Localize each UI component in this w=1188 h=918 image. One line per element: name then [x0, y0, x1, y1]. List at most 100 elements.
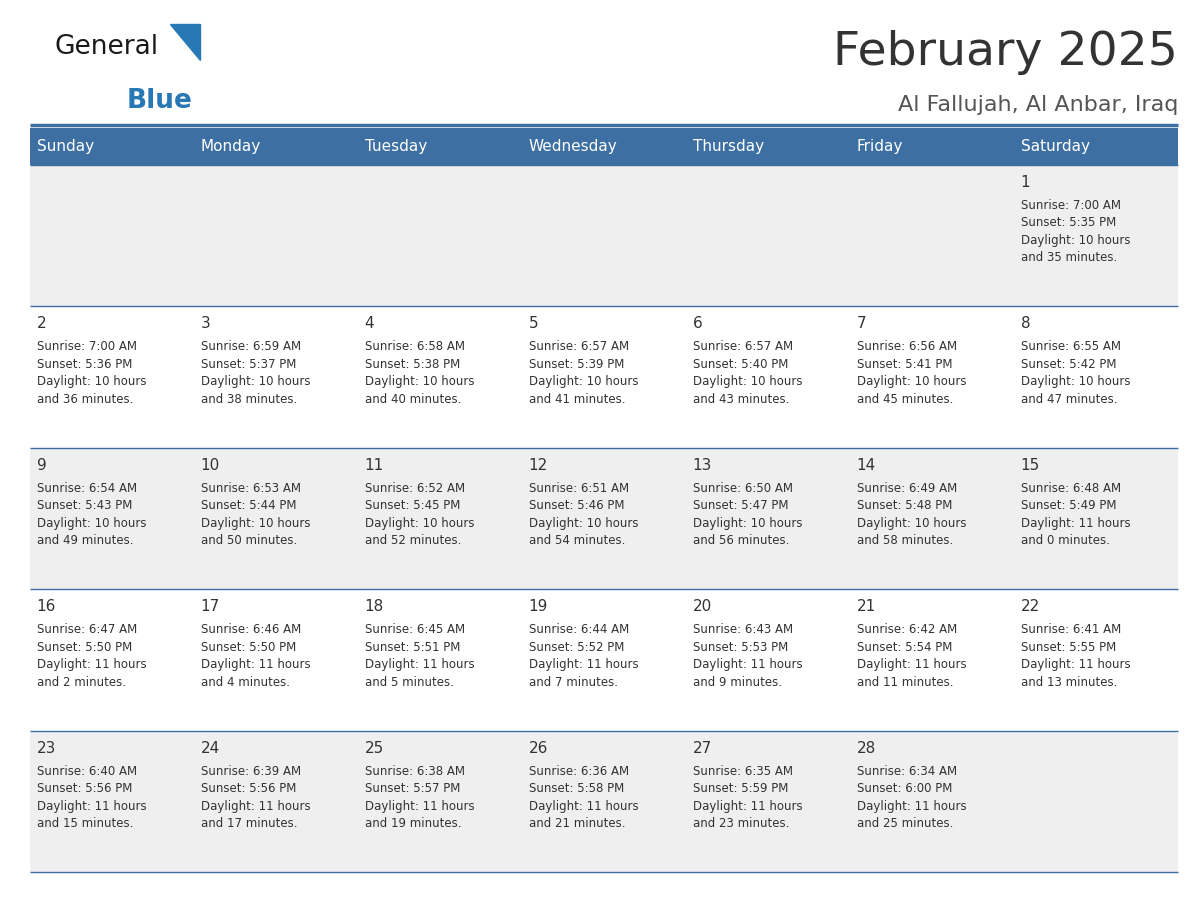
Bar	[1015, 129, 1178, 165]
Text: Daylight: 10 hours: Daylight: 10 hours	[857, 517, 966, 530]
Text: Sunset: 5:44 PM: Sunset: 5:44 PM	[201, 499, 296, 512]
Text: 21: 21	[857, 599, 876, 614]
Bar	[685, 165, 849, 307]
Text: Sunrise: 6:35 AM: Sunrise: 6:35 AM	[693, 765, 792, 778]
Text: Sunrise: 6:46 AM: Sunrise: 6:46 AM	[201, 623, 301, 636]
Bar	[194, 129, 358, 165]
Bar	[30, 731, 194, 872]
Text: 26: 26	[529, 741, 548, 756]
Bar	[358, 448, 522, 589]
Text: Sunset: 5:35 PM: Sunset: 5:35 PM	[1020, 217, 1116, 230]
Text: and 52 minutes.: and 52 minutes.	[365, 534, 461, 547]
Bar	[522, 589, 685, 731]
Text: Sunset: 5:50 PM: Sunset: 5:50 PM	[201, 641, 296, 654]
Text: Daylight: 11 hours: Daylight: 11 hours	[693, 658, 802, 671]
Text: Sunset: 5:45 PM: Sunset: 5:45 PM	[365, 499, 460, 512]
Text: Daylight: 10 hours: Daylight: 10 hours	[693, 517, 802, 530]
Text: Sunrise: 6:57 AM: Sunrise: 6:57 AM	[693, 341, 792, 353]
Text: Blue: Blue	[127, 88, 192, 114]
Text: and 17 minutes.: and 17 minutes.	[201, 817, 297, 830]
Text: Sunset: 5:37 PM: Sunset: 5:37 PM	[201, 358, 296, 371]
Text: Daylight: 10 hours: Daylight: 10 hours	[201, 375, 310, 388]
Text: and 19 minutes.: and 19 minutes.	[365, 817, 461, 830]
Text: Sunset: 5:43 PM: Sunset: 5:43 PM	[37, 499, 132, 512]
Bar	[30, 448, 194, 589]
Bar	[358, 307, 522, 448]
Text: 9: 9	[37, 458, 46, 473]
Text: Daylight: 10 hours: Daylight: 10 hours	[529, 517, 638, 530]
Bar	[685, 307, 849, 448]
Text: Daylight: 11 hours: Daylight: 11 hours	[529, 800, 638, 812]
Text: and 56 minutes.: and 56 minutes.	[693, 534, 789, 547]
Bar	[849, 165, 1015, 307]
Text: Sunrise: 6:55 AM: Sunrise: 6:55 AM	[1020, 341, 1120, 353]
Text: Sunset: 5:51 PM: Sunset: 5:51 PM	[365, 641, 460, 654]
Text: Sunrise: 6:59 AM: Sunrise: 6:59 AM	[201, 341, 301, 353]
Text: Daylight: 11 hours: Daylight: 11 hours	[1020, 517, 1130, 530]
Text: Sunset: 5:55 PM: Sunset: 5:55 PM	[1020, 641, 1116, 654]
Bar	[30, 129, 194, 165]
Text: Daylight: 11 hours: Daylight: 11 hours	[857, 658, 966, 671]
Text: Sunrise: 7:00 AM: Sunrise: 7:00 AM	[37, 341, 137, 353]
Text: Sunset: 5:38 PM: Sunset: 5:38 PM	[365, 358, 460, 371]
Text: and 25 minutes.: and 25 minutes.	[857, 817, 953, 830]
Text: and 47 minutes.: and 47 minutes.	[1020, 393, 1117, 406]
Text: Daylight: 11 hours: Daylight: 11 hours	[693, 800, 802, 812]
Text: Daylight: 11 hours: Daylight: 11 hours	[201, 800, 310, 812]
Text: Sunrise: 6:45 AM: Sunrise: 6:45 AM	[365, 623, 465, 636]
Text: Sunrise: 6:34 AM: Sunrise: 6:34 AM	[857, 765, 956, 778]
Text: 19: 19	[529, 599, 548, 614]
Text: and 43 minutes.: and 43 minutes.	[693, 393, 789, 406]
Text: 12: 12	[529, 458, 548, 473]
Text: Daylight: 10 hours: Daylight: 10 hours	[365, 375, 474, 388]
Bar	[194, 448, 358, 589]
Text: Daylight: 10 hours: Daylight: 10 hours	[1020, 375, 1130, 388]
Text: General: General	[55, 34, 159, 60]
Bar	[194, 589, 358, 731]
Text: Sunset: 5:57 PM: Sunset: 5:57 PM	[365, 782, 460, 795]
Text: and 50 minutes.: and 50 minutes.	[201, 534, 297, 547]
Text: Daylight: 11 hours: Daylight: 11 hours	[37, 800, 146, 812]
Text: and 15 minutes.: and 15 minutes.	[37, 817, 133, 830]
Text: Sunrise: 6:52 AM: Sunrise: 6:52 AM	[365, 482, 465, 495]
Text: 4: 4	[365, 317, 374, 331]
Text: and 9 minutes.: and 9 minutes.	[693, 676, 782, 688]
Text: and 41 minutes.: and 41 minutes.	[529, 393, 625, 406]
Text: Sunset: 5:50 PM: Sunset: 5:50 PM	[37, 641, 132, 654]
Bar	[358, 589, 522, 731]
Text: Daylight: 10 hours: Daylight: 10 hours	[201, 517, 310, 530]
Bar	[522, 731, 685, 872]
Text: 10: 10	[201, 458, 220, 473]
Text: 8: 8	[1020, 317, 1030, 331]
Text: Sunrise: 6:50 AM: Sunrise: 6:50 AM	[693, 482, 792, 495]
Text: Daylight: 10 hours: Daylight: 10 hours	[37, 375, 146, 388]
Text: Sunrise: 6:58 AM: Sunrise: 6:58 AM	[365, 341, 465, 353]
Text: 1: 1	[1020, 175, 1030, 190]
Text: and 2 minutes.: and 2 minutes.	[37, 676, 126, 688]
Bar	[685, 448, 849, 589]
Text: Sunrise: 6:43 AM: Sunrise: 6:43 AM	[693, 623, 792, 636]
Text: Sunset: 5:49 PM: Sunset: 5:49 PM	[1020, 499, 1116, 512]
Text: Monday: Monday	[201, 140, 261, 154]
Text: Sunrise: 6:41 AM: Sunrise: 6:41 AM	[1020, 623, 1120, 636]
Bar	[522, 165, 685, 307]
Text: and 45 minutes.: and 45 minutes.	[857, 393, 953, 406]
Text: and 36 minutes.: and 36 minutes.	[37, 393, 133, 406]
Text: 11: 11	[365, 458, 384, 473]
Text: Sunrise: 6:54 AM: Sunrise: 6:54 AM	[37, 482, 137, 495]
Text: and 35 minutes.: and 35 minutes.	[1020, 252, 1117, 264]
Text: Al Fallujah, Al Anbar, Iraq: Al Fallujah, Al Anbar, Iraq	[898, 95, 1178, 115]
Text: 15: 15	[1020, 458, 1040, 473]
Text: Sunrise: 6:39 AM: Sunrise: 6:39 AM	[201, 765, 301, 778]
Bar	[358, 165, 522, 307]
Text: 28: 28	[857, 741, 876, 756]
Bar	[358, 129, 522, 165]
Text: and 4 minutes.: and 4 minutes.	[201, 676, 290, 688]
Text: Daylight: 10 hours: Daylight: 10 hours	[37, 517, 146, 530]
Text: Friday: Friday	[857, 140, 903, 154]
Text: Sunset: 5:56 PM: Sunset: 5:56 PM	[201, 782, 296, 795]
Bar	[30, 589, 194, 731]
Text: Sunrise: 7:00 AM: Sunrise: 7:00 AM	[1020, 199, 1120, 212]
Bar	[1015, 589, 1178, 731]
Text: Daylight: 10 hours: Daylight: 10 hours	[365, 517, 474, 530]
